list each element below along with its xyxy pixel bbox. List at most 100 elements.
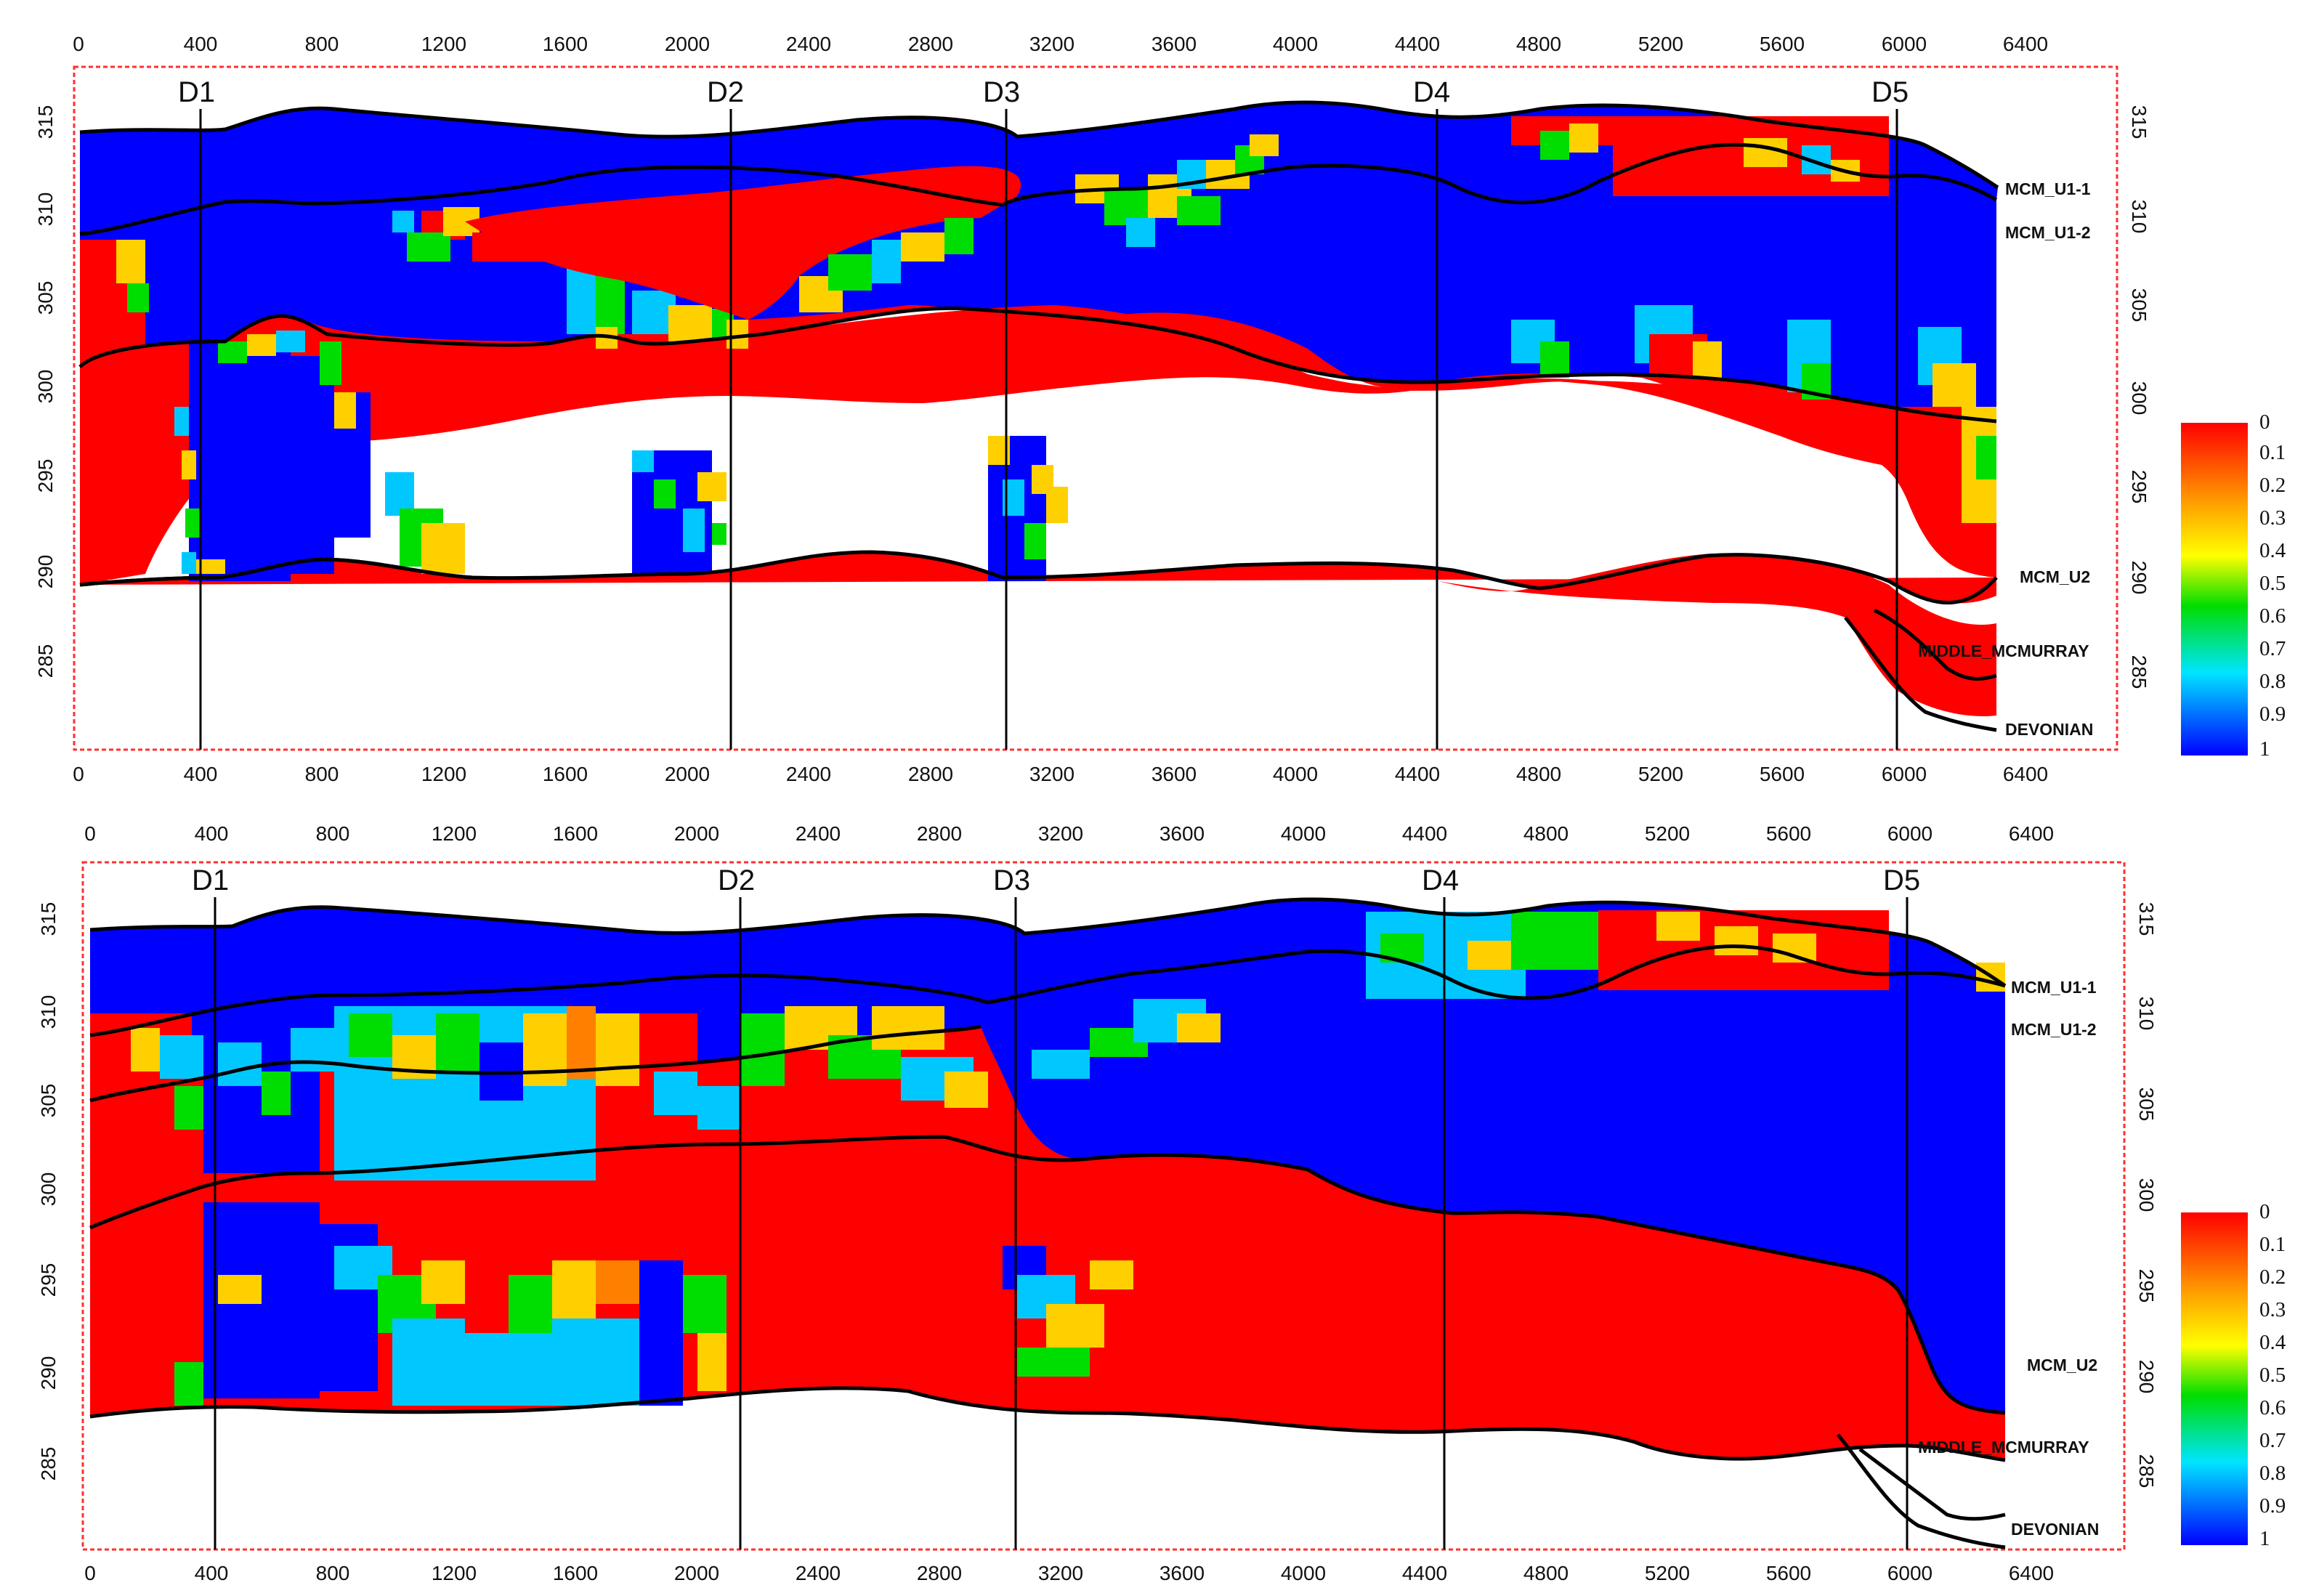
colorbar-label: 0.8 [2259, 670, 2286, 693]
horizon-line-mcm-u1-2 [89, 1135, 2006, 1415]
patch [632, 450, 654, 472]
x-tick-label: 800 [305, 763, 339, 785]
patch [1569, 123, 1598, 153]
well-label: D1 [192, 864, 229, 896]
horizon-line-middle-mcmurray [1858, 1448, 2006, 1521]
colorbar-label: 0.2 [2259, 474, 2286, 497]
x-tick-label: 5200 [1638, 763, 1683, 785]
y-tick-label: 310 [34, 193, 57, 227]
patch [421, 523, 465, 574]
colorbar-bottom: 0 0.1 0.2 0.3 0.4 0.5 0.6 0.7 0.8 0.9 1 [2181, 1200, 2286, 1550]
y-tick-label: 300 [2135, 1178, 2158, 1212]
zone-2-fill [981, 997, 2005, 1413]
y-tick-label: 295 [2128, 470, 2150, 504]
patch [1046, 1304, 1104, 1348]
patch [131, 1028, 160, 1072]
patch [174, 407, 189, 436]
colorbar-label: 0.3 [2259, 506, 2286, 530]
y-tick-label: 315 [37, 902, 60, 936]
y-tick-label: 315 [2128, 105, 2150, 139]
cross-section-svg-bottom: 0 400 800 1200 1600 2000 2400 2800 3200 … [37, 822, 2286, 1584]
patch [465, 1304, 509, 1333]
colorbar-label: 0.2 [2259, 1265, 2286, 1289]
x-tick-label: 3600 [1160, 1562, 1205, 1584]
x-tick-label: 4400 [1402, 822, 1447, 845]
colorbar-label: 0.7 [2259, 637, 2286, 660]
patch [523, 1013, 567, 1086]
patch [668, 305, 712, 341]
patch [596, 1260, 639, 1304]
horizon-label: MCM_U1-2 [2011, 1020, 2097, 1039]
x-tick-label: 5600 [1760, 33, 1805, 55]
zone-4-lower-fill [1438, 553, 1996, 716]
patch [639, 1260, 683, 1406]
patch [1656, 912, 1700, 941]
zone-3-main-fill [80, 309, 1996, 585]
patch [185, 509, 200, 538]
x-tick-label: 6400 [2003, 33, 2048, 55]
patch [654, 1072, 697, 1115]
x-tick-label: 2000 [665, 33, 710, 55]
patch [160, 1035, 203, 1079]
patch [182, 450, 196, 479]
x-tick-label: 2800 [917, 1562, 962, 1584]
patch [196, 559, 225, 574]
y-tick-label: 305 [37, 1084, 60, 1118]
patch [1773, 933, 1816, 963]
horizon-label: MIDDLE_MCMURRAY [1918, 641, 2089, 660]
horizon-line-mcm-u2 [89, 1386, 2006, 1462]
patch [683, 1275, 727, 1333]
y-axis-left: 315 310 305 300 295 290 285 [34, 105, 57, 678]
heterogeneity-patches-bottom [90, 910, 2005, 1406]
x-tick-label: 800 [316, 1562, 350, 1584]
x-tick-label: 1600 [553, 822, 598, 845]
patch [596, 1013, 639, 1086]
x-axis-bottom: 0 400 800 1200 1600 2000 2400 2800 3200 … [73, 763, 2048, 785]
x-tick-label: 6400 [2003, 763, 2048, 785]
colorbar-label: 0 [2259, 1200, 2270, 1223]
horizon-label: MCM_U1-1 [2011, 978, 2097, 997]
x-tick-label: 0 [73, 763, 84, 785]
x-tick-label: 2400 [796, 822, 841, 845]
y-tick-label: 290 [37, 1356, 60, 1390]
x-tick-label: 3200 [1029, 33, 1074, 55]
x-tick-label: 400 [184, 763, 218, 785]
y-axis-right: 315 310 305 300 295 290 285 [2128, 105, 2150, 689]
colorbar-label: 0.1 [2259, 1233, 2286, 1256]
y-tick-label: 305 [2128, 288, 2150, 323]
well-label: D1 [178, 76, 215, 108]
x-tick-label: 2800 [917, 822, 962, 845]
x-tick-label: 3200 [1029, 763, 1074, 785]
x-tick-label: 2800 [908, 33, 953, 55]
y-tick-label: 285 [34, 644, 57, 678]
patch [1932, 363, 1976, 407]
colorbar-label: 0.5 [2259, 572, 2286, 595]
colorbar-label: 0.4 [2259, 1331, 2286, 1354]
patch [291, 1028, 334, 1072]
colorbar-label: 0.9 [2259, 702, 2286, 726]
well-lines-bottom [214, 897, 1909, 1550]
x-tick-label: 5600 [1766, 822, 1811, 845]
x-tick-label: 4800 [1516, 763, 1561, 785]
horizon-labels-top: MCM_U1-1 MCM_U1-2 MCM_U2 MIDDLE_MCMURRAY… [1918, 179, 2093, 739]
horizon-label: DEVONIAN [2005, 720, 2093, 739]
y-tick-label: 315 [2135, 902, 2158, 936]
well-label: D3 [983, 76, 1020, 108]
well-label: D2 [707, 76, 744, 108]
colorbar-top: 0 0.1 0.2 0.3 0.4 0.5 0.6 0.7 0.8 0.9 1 [2181, 410, 2286, 761]
x-tick-label: 1200 [421, 763, 466, 785]
horizon-lines-bottom [89, 897, 2007, 1550]
patch [828, 254, 872, 291]
heterogeneity-patches-top [80, 116, 1996, 581]
y-tick-label: 285 [2128, 655, 2150, 689]
patch [697, 1086, 741, 1130]
y-tick-label: 305 [34, 281, 57, 315]
cross-section-panel-bottom: 0 400 800 1200 1600 2000 2400 2800 3200 … [0, 795, 2319, 1595]
colorbar-label: 0.6 [2259, 604, 2286, 628]
x-tick-label: 4800 [1523, 1562, 1569, 1584]
patch [276, 331, 305, 352]
horizon-label: MCM_U2 [2027, 1356, 2097, 1374]
x-tick-label: 6400 [2009, 1562, 2054, 1584]
y-tick-label: 295 [34, 459, 57, 493]
x-tick-label: 2400 [786, 33, 831, 55]
